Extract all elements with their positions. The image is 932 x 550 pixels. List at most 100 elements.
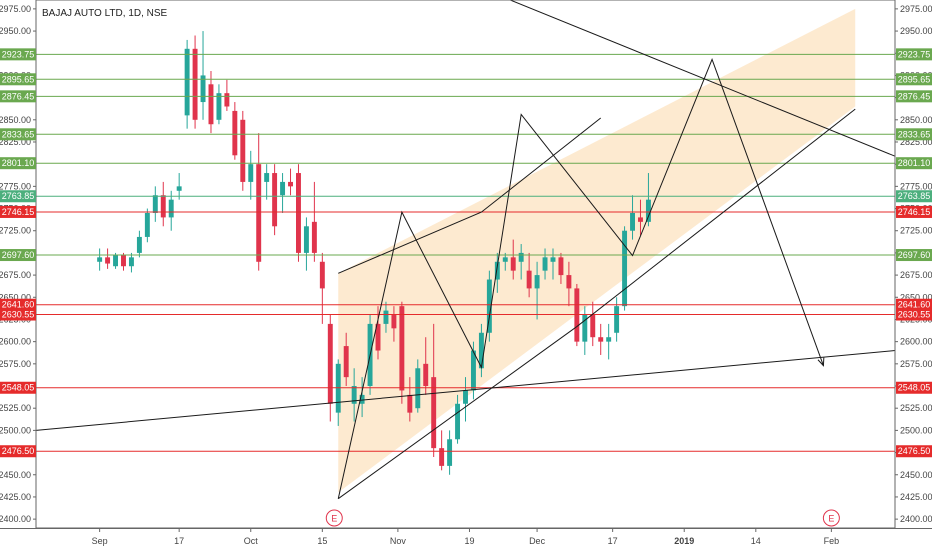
candle-down[interactable] xyxy=(343,332,349,387)
level-tag-label: 2697.60 xyxy=(2,250,35,260)
level-tag-label: 2746.15 xyxy=(898,207,931,217)
candle-down[interactable] xyxy=(431,323,437,458)
candle-down[interactable] xyxy=(327,315,333,422)
y-tick-label: 2825.00 xyxy=(900,137,932,147)
candle-down[interactable] xyxy=(256,133,262,271)
candle-down[interactable] xyxy=(311,181,317,262)
candle-up[interactable] xyxy=(264,164,270,200)
level-tag-right xyxy=(896,308,932,321)
candle-down[interactable] xyxy=(160,181,166,227)
candle-down[interactable] xyxy=(638,199,643,236)
candle-down[interactable] xyxy=(224,79,230,111)
candle-down[interactable] xyxy=(391,306,397,342)
candle-down[interactable] xyxy=(192,35,198,129)
candle-body xyxy=(200,75,206,103)
y-tick-label: 2975.00 xyxy=(900,4,932,14)
candle-down[interactable] xyxy=(232,102,238,160)
candle-body xyxy=(638,217,643,222)
candle-up[interactable] xyxy=(152,186,158,222)
candle-down[interactable] xyxy=(121,252,126,271)
level-tag-right xyxy=(896,205,932,218)
candle-down[interactable] xyxy=(399,301,405,404)
y-tick-label: 2950.00 xyxy=(0,26,31,36)
candle-up[interactable] xyxy=(128,252,134,273)
candle-up[interactable] xyxy=(248,150,254,200)
candle-down[interactable] xyxy=(558,252,564,284)
candle-body xyxy=(311,221,317,253)
candle-up[interactable] xyxy=(351,368,357,422)
candle-down[interactable] xyxy=(105,248,111,269)
candle-down[interactable] xyxy=(590,301,596,347)
level-tag-left xyxy=(0,73,36,86)
candle-down[interactable] xyxy=(296,164,301,262)
level-tag-label: 2801.10 xyxy=(2,158,35,168)
candle-down[interactable] xyxy=(407,377,413,422)
candle-up[interactable] xyxy=(630,195,635,240)
candle-up[interactable] xyxy=(216,84,222,125)
candle-up[interactable] xyxy=(494,252,500,293)
candle-down[interactable] xyxy=(439,430,445,471)
y-tick-label: 2825.00 xyxy=(0,137,31,147)
candle-up[interactable] xyxy=(303,217,309,271)
candle-down[interactable] xyxy=(423,337,429,395)
candle-body xyxy=(582,315,588,342)
candle-up[interactable] xyxy=(176,173,182,200)
candle-down[interactable] xyxy=(240,110,246,191)
candle-down[interactable] xyxy=(526,252,532,298)
candle-down[interactable] xyxy=(272,164,278,236)
candle-up[interactable] xyxy=(518,244,524,280)
candle-up[interactable] xyxy=(144,208,150,243)
candle-up[interactable] xyxy=(200,31,206,120)
candle-up[interactable] xyxy=(542,248,548,280)
y-tick-label: 2400.00 xyxy=(900,514,932,524)
candle-down[interactable] xyxy=(208,70,214,134)
earnings-event-icon[interactable]: E xyxy=(325,509,343,527)
candle-down[interactable] xyxy=(319,252,325,324)
candle-up[interactable] xyxy=(168,190,174,231)
level-tag-right xyxy=(896,445,932,458)
candle-body xyxy=(550,257,556,262)
candle-down[interactable] xyxy=(598,323,604,355)
candle-up[interactable] xyxy=(455,394,461,444)
candle-up[interactable] xyxy=(622,226,628,311)
candle-up[interactable] xyxy=(447,430,453,475)
candle-up[interactable] xyxy=(486,270,492,342)
candle-up[interactable] xyxy=(280,173,286,213)
candle-up[interactable] xyxy=(550,248,556,280)
candle-up[interactable] xyxy=(113,252,119,269)
support-trendline xyxy=(35,350,896,431)
candle-down[interactable] xyxy=(288,168,293,196)
candle-up[interactable] xyxy=(534,261,540,320)
candle-body xyxy=(590,315,596,338)
candle-up[interactable] xyxy=(97,248,103,271)
level-tag-label: 2895.65 xyxy=(2,74,35,84)
level-tag-label: 2630.55 xyxy=(898,310,931,320)
candle-body xyxy=(343,346,349,378)
y-tick-label: 2600.00 xyxy=(900,337,932,347)
candle-body xyxy=(447,439,453,466)
level-tag-right xyxy=(896,157,932,170)
y-tick-label: 2725.00 xyxy=(0,226,31,236)
candle-body xyxy=(256,164,262,262)
candle-up[interactable] xyxy=(502,252,508,271)
candle-up[interactable] xyxy=(606,323,612,360)
level-tag-right xyxy=(896,298,932,311)
y-tick-label: 2450.00 xyxy=(0,470,31,480)
candle-up[interactable] xyxy=(383,301,389,333)
candle-down[interactable] xyxy=(566,261,572,307)
candle-down[interactable] xyxy=(510,239,516,280)
x-tick-label: Feb xyxy=(824,536,840,546)
candle-body xyxy=(136,236,142,253)
candle-up[interactable] xyxy=(463,377,468,422)
y-tick-label: 2775.00 xyxy=(900,181,932,191)
x-tick-label: Oct xyxy=(244,536,259,546)
time-axis[interactable]: Sep 17 Oct 15 Nov 19 Dec 17 2019 14 Feb xyxy=(92,528,840,546)
candle-up[interactable] xyxy=(136,230,142,258)
candle-up[interactable] xyxy=(359,377,365,418)
earnings-event-icon[interactable]: E xyxy=(822,509,840,527)
y-tick-label: 2650.00 xyxy=(0,292,31,302)
candle-body xyxy=(614,306,620,333)
